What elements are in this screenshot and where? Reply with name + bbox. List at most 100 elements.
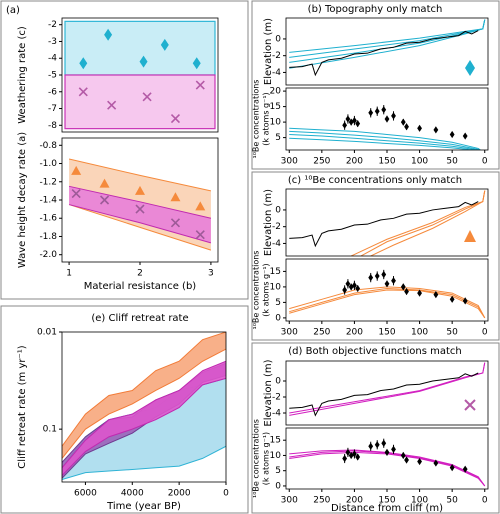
x-tick-label: 250 — [313, 157, 330, 167]
marker — [142, 92, 152, 102]
marker — [342, 286, 348, 294]
axes-frame — [285, 360, 489, 426]
y-axis-label: Elevation (m) — [263, 18, 274, 85]
y-tick-label: 15 — [270, 436, 281, 446]
y-tick-label: -7 — [48, 104, 57, 114]
plot-area — [289, 19, 486, 77]
line — [289, 362, 486, 416]
x-tick-label: 100 — [411, 496, 428, 506]
marker — [345, 115, 351, 123]
marker — [391, 112, 396, 120]
y-tick-label: 5 — [275, 133, 281, 143]
band-edge — [62, 332, 226, 447]
y-tick-label: -1.2 — [39, 177, 57, 187]
y-axis-label: ¹⁰Be concentrations — [252, 419, 261, 498]
axes-frame — [285, 258, 489, 322]
marker — [352, 281, 357, 289]
y-tick-label: 0.1 — [43, 425, 57, 435]
band-edge — [68, 204, 212, 244]
x-tick-label: 200 — [346, 157, 363, 167]
plot-area — [289, 105, 482, 150]
marker — [345, 448, 351, 456]
marker — [170, 114, 181, 124]
panel-d-box — [251, 342, 500, 514]
y-tick-label: 15 — [270, 267, 281, 277]
marker — [404, 123, 409, 131]
y-axis-label: Elevation (m) — [263, 189, 274, 256]
y-tick-label: 5 — [275, 298, 281, 308]
y-tick-label: -4 — [272, 239, 281, 249]
marker — [170, 218, 181, 228]
plot-area — [62, 332, 226, 480]
y-tick-label: 15 — [270, 102, 281, 112]
line — [370, 190, 486, 256]
x-tick-label: 200 — [346, 328, 363, 338]
panel-c-box — [251, 171, 500, 341]
line — [289, 362, 486, 414]
band — [64, 20, 216, 76]
y-tick-label: -2 — [272, 51, 281, 61]
marker — [391, 277, 396, 285]
y-axis-label: Cliff retreat rate (m yr⁻¹) — [17, 345, 28, 468]
y-tick-label: 0 — [275, 313, 281, 323]
x-tick-label: 150 — [378, 157, 395, 167]
axes-frame — [285, 17, 489, 86]
y-tick-label: 0 — [275, 481, 281, 491]
x-tick-label: 50 — [446, 328, 458, 338]
marker — [462, 465, 468, 473]
legend-icon — [464, 230, 476, 242]
x-tick-label: 100 — [411, 328, 428, 338]
marker — [404, 456, 409, 464]
panel-b-box — [251, 0, 500, 170]
marker — [195, 230, 205, 240]
x-tick-label: 0 — [482, 157, 488, 167]
x-tick-label: 300 — [281, 157, 298, 167]
line — [289, 451, 486, 487]
band-edge — [68, 185, 212, 219]
x-tick-label: 0 — [482, 496, 488, 506]
panel-title: (d) Both objective functions match — [288, 346, 461, 357]
x-tick-label: 3 — [208, 269, 214, 279]
axes-frame — [61, 17, 219, 133]
y-axis-label: ¹⁰Be concentrations — [252, 80, 261, 159]
band-edge — [62, 360, 226, 469]
plot-area — [64, 20, 216, 130]
y-axis-label: (k atoms g⁻¹) — [262, 432, 271, 485]
marker — [400, 451, 406, 460]
y-tick-label: 20 — [270, 87, 282, 97]
line — [289, 19, 486, 69]
axes-frame — [61, 331, 227, 483]
y-tick-label: 10 — [270, 451, 282, 461]
y-tick-label: -1.8 — [39, 232, 57, 242]
x-tick-label: 100 — [411, 157, 428, 167]
y-tick-label: -6 — [48, 87, 57, 97]
axes-frame — [61, 137, 219, 263]
y-axis-label: (k atoms g⁻¹) — [262, 92, 271, 145]
y-tick-label: 0 — [275, 205, 281, 215]
x-axis-label: Material resistance (b) — [84, 281, 197, 292]
marker — [195, 201, 206, 211]
marker — [374, 272, 380, 280]
panel-a-box — [0, 0, 249, 300]
x-tick-label: 300 — [281, 328, 298, 338]
marker — [417, 124, 422, 132]
marker — [368, 442, 374, 450]
legend-icon — [464, 399, 476, 411]
line — [289, 201, 479, 248]
plot-area — [289, 269, 486, 319]
x-tick-label: 150 — [378, 496, 395, 506]
marker — [71, 165, 82, 175]
line — [289, 286, 486, 319]
x-tick-label: 250 — [313, 328, 330, 338]
marker — [449, 130, 455, 139]
line — [289, 134, 480, 150]
marker — [417, 289, 422, 297]
y-tick-label: 10 — [270, 118, 282, 128]
line — [289, 372, 479, 417]
marker — [79, 57, 88, 70]
y-tick-label: -1.0 — [39, 159, 57, 169]
y-tick-label: 5 — [275, 466, 281, 476]
y-axis-label: ¹⁰Be concentrations — [252, 251, 261, 330]
line — [360, 190, 486, 256]
x-tick-label: 1 — [66, 269, 72, 279]
